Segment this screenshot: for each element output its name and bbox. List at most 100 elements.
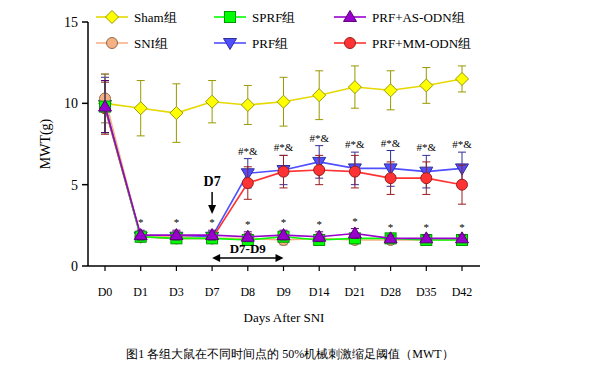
error-cap [101,132,109,133]
point [349,166,360,177]
error-cap [351,155,359,156]
point [348,227,361,238]
significance-mark: * [459,221,465,233]
significance-mark: * [424,221,430,233]
error-cap [315,184,323,185]
legend-item: PRF+MM-ODN组 [334,36,471,51]
x-tick [104,266,105,271]
error-cap [101,134,109,135]
error-cap [280,155,288,156]
error-cap [422,194,430,195]
x-tick-label: D21 [345,285,366,299]
significance-mark: * [245,218,251,230]
point [170,107,183,120]
error-cap [101,74,109,75]
x-tick-label: D1 [133,285,148,299]
error-cap [208,122,216,123]
y-tick [82,21,88,23]
error-cap [315,119,323,120]
error-cap [137,135,145,136]
x-tick [247,266,248,271]
error-cap [387,70,395,71]
legend-item: SNI组 [96,36,168,51]
significance-mark: #*& [381,137,401,149]
x-label: Days After SNI [244,310,325,325]
legend-marker [106,11,119,24]
significance-mark: #*& [452,138,472,150]
legend-label: Sham组 [134,10,177,25]
point [206,95,219,108]
error-cap [280,187,288,188]
point [420,232,433,243]
point [313,230,326,241]
point [420,79,433,92]
x-tick [212,266,213,271]
error-cap [244,85,252,86]
arrow-head [208,205,216,214]
error-cap [315,155,323,156]
legend-item: SPRF组 [214,10,295,25]
error-cap [244,158,252,159]
legend-marker [345,38,356,49]
legend-item: PRF+AS-ODN组 [334,10,465,25]
legend-item: PRF组 [214,36,288,51]
error-cap [351,187,359,188]
y-label: MWT(g) [38,118,54,169]
error-cap [244,199,252,200]
point [384,84,397,97]
arrow-head [212,254,220,262]
significance-mark: * [388,221,394,233]
arrow [211,192,213,207]
point [241,98,254,111]
y-tick-label: 0 [71,259,78,274]
legend-item: Sham组 [96,10,177,25]
significance-mark: * [174,216,180,228]
point [99,100,112,111]
error-cap [458,204,466,205]
span-arrow [218,257,277,259]
error-cap [280,126,288,127]
legend-label: SPRF组 [252,10,295,25]
significance-mark: * [352,215,358,227]
x-tick [176,266,177,271]
point [314,165,325,176]
x-tick-label: D0 [98,285,113,299]
span-label: D7-D9 [230,241,267,256]
x-tick-label: D9 [276,285,291,299]
legend-marker [224,39,237,50]
error-cap [458,152,466,153]
caption: 图1 各组大鼠在不同时间点的 50%机械刺激缩足阈值（MWT） [126,347,453,361]
error-cap [244,166,252,167]
legend-label: SNI组 [134,36,168,51]
point [421,173,432,184]
x-tick-label: D28 [380,285,401,299]
legend-marker [107,38,118,49]
error-cap [458,165,466,166]
point [457,179,468,190]
error-cap [387,109,395,110]
error-cap [280,155,288,156]
point [206,229,219,240]
error-cap [351,65,359,66]
legend-marker [225,12,236,23]
error-cap [137,80,145,81]
y-tick [82,103,88,105]
error-cap [387,194,395,195]
error-cap [351,108,359,109]
point [170,229,183,240]
x-tick [283,266,284,271]
error-cap [101,74,109,75]
error-cap [172,142,180,143]
point [385,233,396,244]
error-cap [422,103,430,104]
x-tick-label: D7 [205,285,220,299]
error-cap [101,80,109,81]
point [313,89,326,102]
y-tick [82,265,88,267]
legend-label: PRF+AS-ODN组 [372,10,465,25]
x-tick-label: D35 [416,285,437,299]
error-cap [458,65,466,66]
error-cap [172,83,180,84]
point [99,100,112,111]
error-cap [315,145,323,146]
